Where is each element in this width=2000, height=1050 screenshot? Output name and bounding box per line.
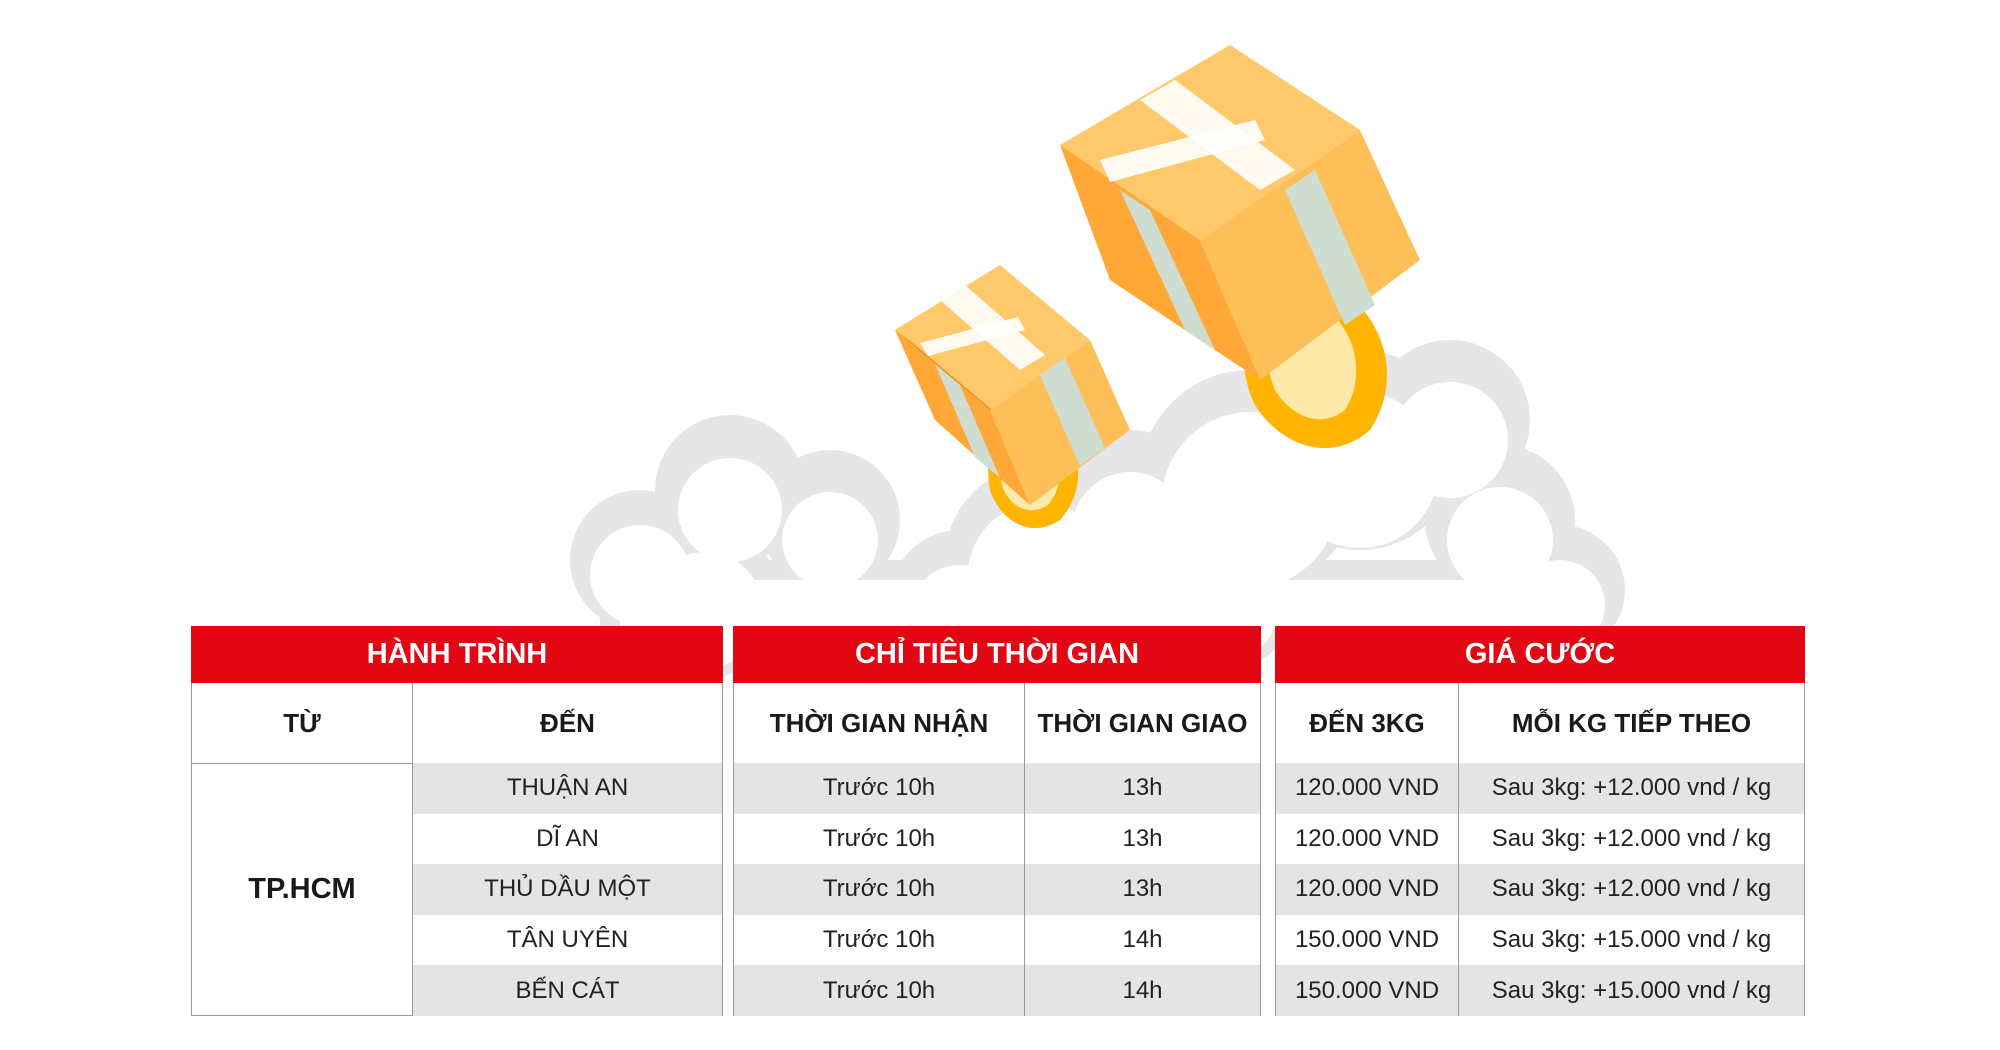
deliver-list: 13h 13h 13h 14h 14h xyxy=(1025,763,1260,1016)
base-price-cell: 120.000 VND xyxy=(1276,763,1458,814)
deliver-column-label: THỜI GIAN GIAO xyxy=(1037,707,1248,738)
receive-column-label: THỜI GIAN NHẬN xyxy=(769,707,989,738)
destination-cell: BẾN CÁT xyxy=(413,965,722,1016)
base-price-cell: 120.000 VND xyxy=(1294,824,1440,852)
base-price-column: ĐẾN 3KG 120.000 VND 120.000 VND 120.000 … xyxy=(1276,683,1458,1016)
to-column: ĐẾN THUẬN AN DĨ AN THỦ DẦU MỘT TÂN UYÊN … xyxy=(412,683,722,1016)
extra-price-cell: Sau 3kg: +15.000 vnd / kg xyxy=(1459,965,1804,1016)
destination-list: THUẬN AN DĨ AN THỦ DẦU MỘT TÂN UYÊN BẾN … xyxy=(413,763,722,1016)
receive-time-cell: Trước 10h xyxy=(734,763,1024,814)
destination-cell: TÂN UYÊN xyxy=(506,926,629,954)
base-price-column-label: ĐẾN 3KG xyxy=(1309,707,1425,738)
receive-time-cell: Trước 10h xyxy=(822,824,936,852)
destination-cell: THỦ DẦU MỘT xyxy=(413,864,722,915)
destination-cell: DĨ AN xyxy=(536,824,599,852)
deliver-column: THỜI GIAN GIAO 13h 13h 13h 14h 14h xyxy=(1024,683,1260,1016)
extra-price-list: Sau 3kg: +12.000 vnd / kg Sau 3kg: +12.0… xyxy=(1459,763,1804,1016)
from-column-label: TỪ xyxy=(283,707,321,738)
deliver-time-cell: 13h xyxy=(1025,763,1260,814)
receive-time-cell: Trước 10h xyxy=(734,965,1024,1016)
price-table: GIÁ CƯỚC ĐẾN 3KG 120.000 VND 120.000 VND… xyxy=(1275,626,1805,1016)
receive-list: Trước 10h Trước 10h Trước 10h Trước 10h … xyxy=(734,763,1024,1016)
origin-city: TP.HCM xyxy=(192,763,412,1015)
base-price-cell: 150.000 VND xyxy=(1294,926,1440,954)
destination-cell: THUẬN AN xyxy=(413,763,722,814)
box-icon xyxy=(895,265,1130,505)
route-table-header: HÀNH TRÌNH xyxy=(191,626,723,683)
extra-price-cell: Sau 3kg: +12.000 vnd / kg xyxy=(1491,824,1772,852)
from-column: TỪ TP.HCM xyxy=(192,683,412,1015)
extra-price-column: MỖI KG TIẾP THEO Sau 3kg: +12.000 vnd / … xyxy=(1458,683,1804,1016)
extra-price-cell: Sau 3kg: +12.000 vnd / kg xyxy=(1459,864,1804,915)
base-price-cell: 120.000 VND xyxy=(1276,864,1458,915)
extra-price-cell: Sau 3kg: +12.000 vnd / kg xyxy=(1459,763,1804,814)
price-table-header: GIÁ CƯỚC xyxy=(1275,626,1805,683)
deliver-time-cell: 14h xyxy=(1025,965,1260,1016)
deliver-time-cell: 13h xyxy=(1025,864,1260,915)
box-icon xyxy=(1060,45,1420,380)
base-price-list: 120.000 VND 120.000 VND 120.000 VND 150.… xyxy=(1276,763,1458,1016)
base-price-cell: 150.000 VND xyxy=(1276,965,1458,1016)
deliver-time-cell: 14h xyxy=(1122,926,1163,954)
receive-time-cell: Trước 10h xyxy=(822,926,936,954)
time-table-header: CHỈ TIÊU THỜI GIAN xyxy=(733,626,1261,683)
receive-column: THỜI GIAN NHẬN Trước 10h Trước 10h Trước… xyxy=(734,683,1024,1016)
deliver-time-cell: 13h xyxy=(1122,824,1163,852)
to-column-label: ĐẾN xyxy=(540,707,595,738)
receive-time-cell: Trước 10h xyxy=(734,864,1024,915)
extra-price-column-label: MỖI KG TIẾP THEO xyxy=(1511,707,1752,738)
time-table: CHỈ TIÊU THỜI GIAN THỜI GIAN NHẬN Trước … xyxy=(733,626,1261,1016)
route-table: HÀNH TRÌNH TỪ TP.HCM ĐẾN THUẬN AN DĨ AN … xyxy=(191,626,723,1016)
extra-price-cell: Sau 3kg: +15.000 vnd / kg xyxy=(1491,926,1772,954)
